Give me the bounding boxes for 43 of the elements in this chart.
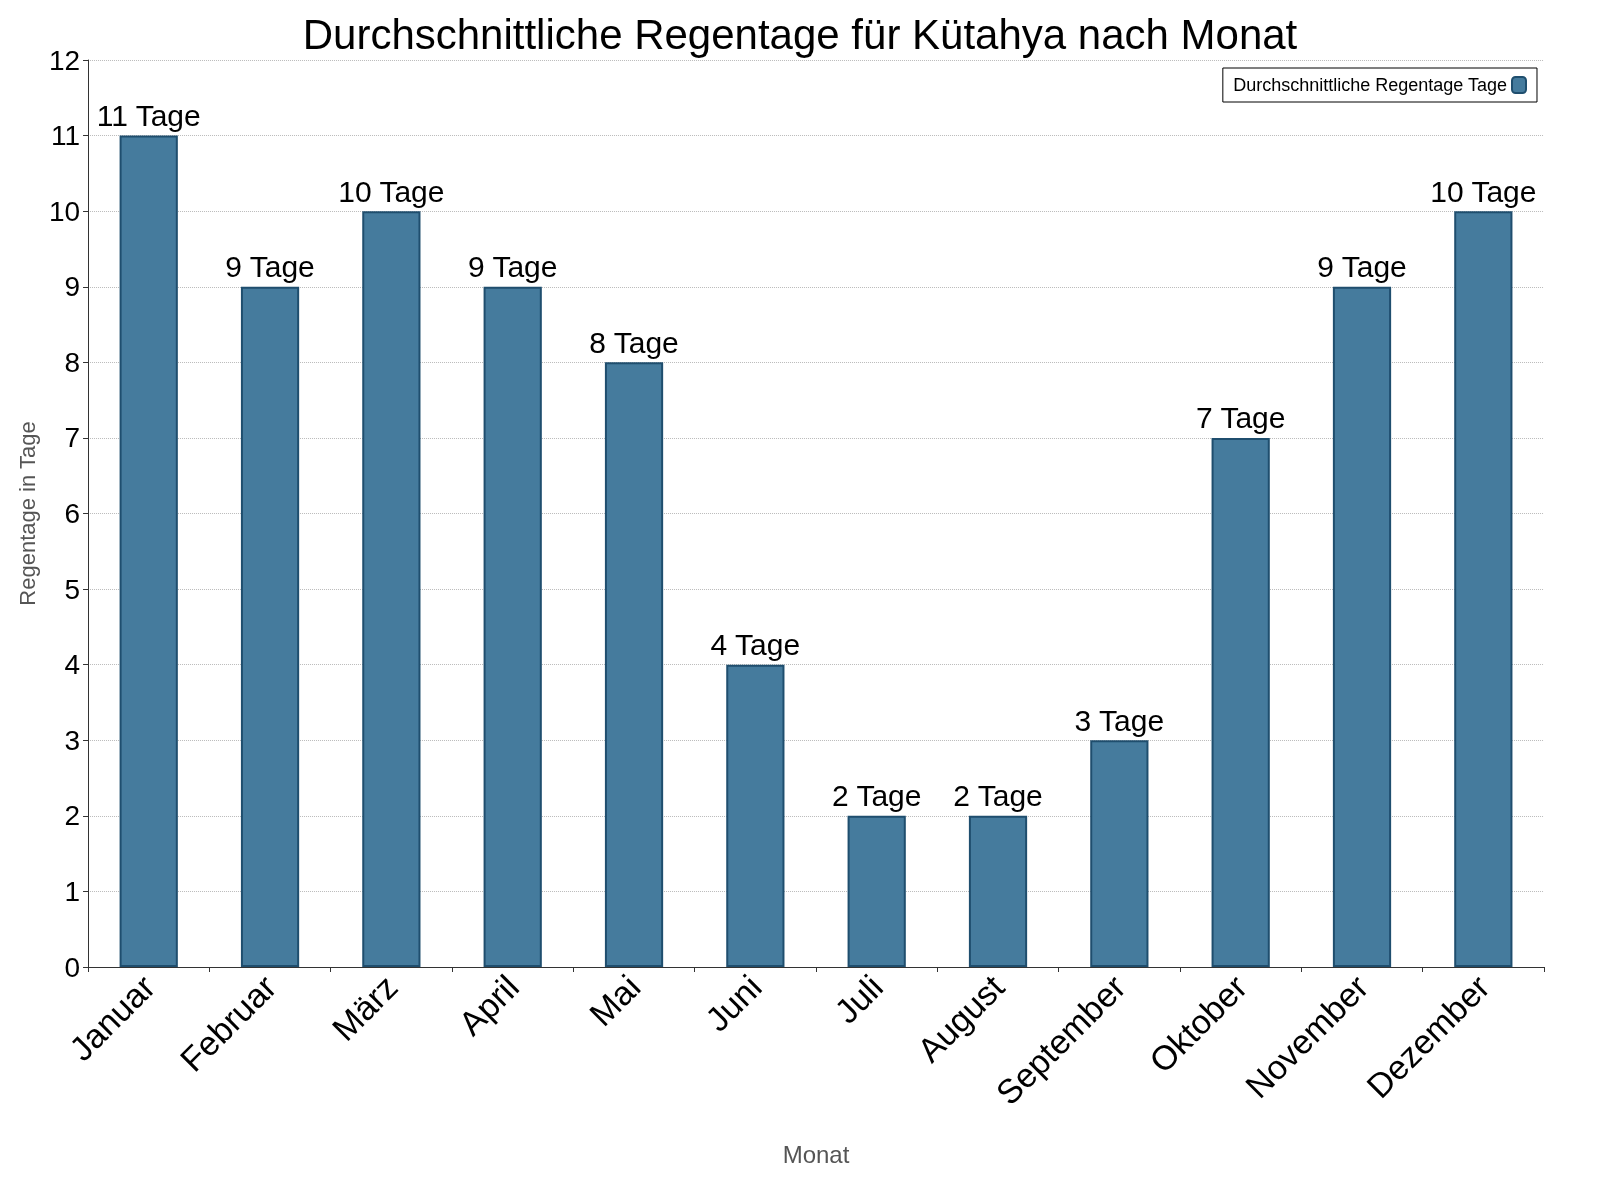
bar xyxy=(847,815,906,967)
y-tick-label: 11 xyxy=(50,120,81,152)
x-tick-label: Juli xyxy=(827,967,891,1031)
chart-title: Durchschnittliche Regentage für Kütahya nach Monat xyxy=(302,10,1298,58)
bar xyxy=(240,286,300,967)
data-label: 9 Tage xyxy=(1317,250,1407,284)
y-tick-label: 3 xyxy=(64,724,81,756)
data-label: 11 Tage xyxy=(96,99,201,133)
bar xyxy=(726,664,785,967)
data-label: 9 Tage xyxy=(467,250,558,284)
data-label: 3 Tage xyxy=(1074,703,1165,737)
y-tick-label: 1 xyxy=(64,875,81,907)
bar xyxy=(1211,437,1270,967)
legend-label: Durchschnittliche Regentage Tage xyxy=(1233,75,1507,95)
data-label: 10 Tage xyxy=(1430,174,1537,208)
bar xyxy=(1454,211,1513,967)
data-label: 10 Tage xyxy=(338,174,445,208)
y-tick-label: 12 xyxy=(48,44,81,76)
y-tick-label: 7 xyxy=(64,422,81,454)
data-label: 7 Tage xyxy=(1195,401,1286,435)
y-tick-label: 4 xyxy=(64,649,81,681)
data-label: 2 Tage xyxy=(831,779,922,813)
bar xyxy=(604,362,664,967)
bar xyxy=(362,211,421,967)
bar xyxy=(119,135,178,967)
y-tick-label: 5 xyxy=(64,573,81,605)
data-label: 8 Tage xyxy=(589,325,679,359)
data-label: 9 Tage xyxy=(225,250,315,284)
y-tick-label: 9 xyxy=(64,271,81,303)
bar xyxy=(483,286,542,967)
y-tick-label: 10 xyxy=(48,195,81,227)
y-tick-label: 2 xyxy=(64,800,81,832)
x-axis-title: Monat xyxy=(782,1140,850,1168)
bar xyxy=(968,815,1028,967)
y-tick-label: 8 xyxy=(64,346,81,378)
y-tick-label: 6 xyxy=(64,498,81,529)
data-label: 2 Tage xyxy=(953,779,1043,813)
data-label: 4 Tage xyxy=(710,628,801,662)
x-tick-label: Mai xyxy=(581,967,648,1034)
y-tick-label: 0 xyxy=(64,951,81,983)
bar xyxy=(1090,740,1149,967)
bar xyxy=(1332,286,1392,967)
y-axis-title: Regentage in Tage xyxy=(14,421,40,606)
